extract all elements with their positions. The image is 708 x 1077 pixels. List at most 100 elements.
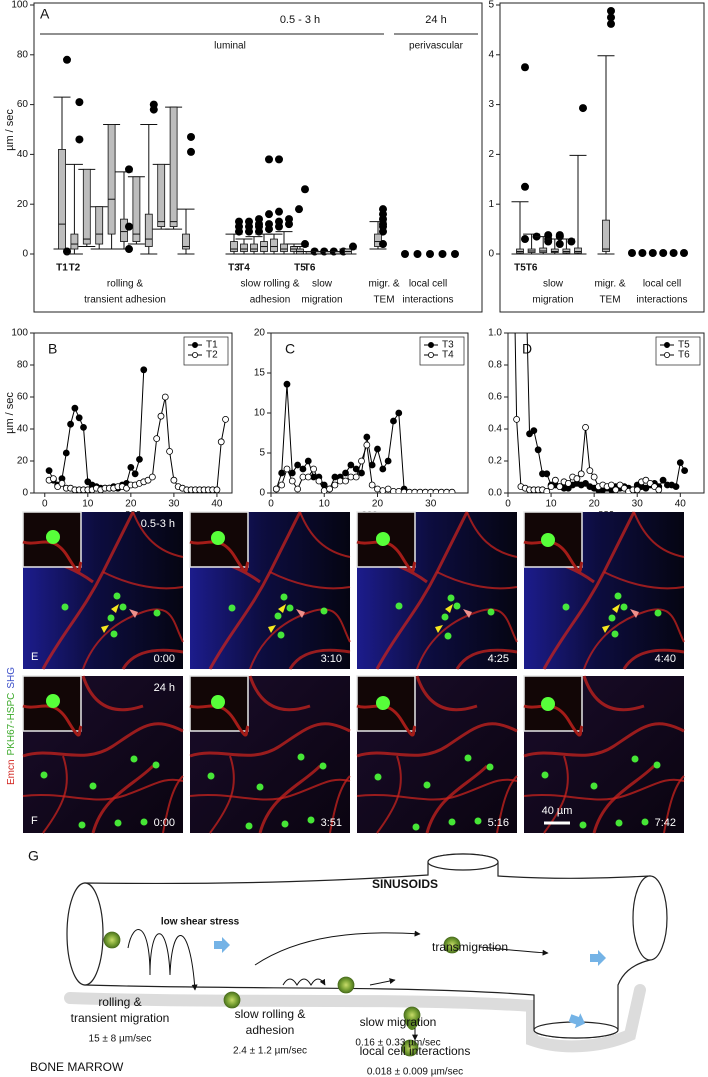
- y-tick-label: 80: [17, 360, 29, 371]
- y-tick-label: 3: [488, 99, 494, 110]
- series-marker: [217, 438, 225, 446]
- y-tick-label: 20: [254, 328, 266, 339]
- series-marker: [148, 473, 156, 481]
- arrowhead-pink: [129, 609, 138, 618]
- cell: [140, 818, 148, 826]
- vessel: [81, 675, 144, 712]
- cell: [620, 603, 628, 611]
- vessel: [603, 571, 685, 590]
- outlier: [75, 135, 84, 144]
- series-marker: [368, 481, 376, 489]
- arrowhead-yellow: [278, 604, 286, 613]
- outlier: [63, 55, 71, 64]
- series-marker: [513, 415, 521, 423]
- outlier: [275, 222, 283, 231]
- x-tick-label: 0: [42, 499, 48, 510]
- cell: [297, 753, 305, 761]
- series-marker: [534, 446, 542, 454]
- plot-area: [513, 333, 689, 493]
- legend-label: T1: [206, 340, 218, 351]
- series-marker: [633, 486, 641, 493]
- inset-vessel: [356, 704, 417, 737]
- series-marker: [213, 486, 221, 493]
- y-tick-label: 0: [488, 249, 494, 260]
- box: [250, 243, 258, 252]
- channel-legend: Emcn PKH67-HSPC SHG: [6, 667, 17, 785]
- arrowhead-pink: [630, 609, 639, 618]
- cell: [614, 592, 622, 600]
- cell: [423, 781, 431, 789]
- series-marker: [127, 463, 135, 471]
- legend-marker: [191, 341, 198, 348]
- series-marker: [161, 393, 169, 401]
- inset-vessel: [356, 540, 417, 573]
- box-label: T4: [238, 263, 250, 274]
- series-marker: [384, 457, 392, 465]
- cell: [653, 761, 661, 769]
- cell: [337, 976, 355, 994]
- plot-frame: [33, 332, 233, 494]
- series-marker: [358, 457, 365, 465]
- rolling-arrow: [127, 929, 198, 991]
- step-name: slow rolling &: [235, 1007, 306, 1021]
- x-tick-label: 20: [589, 499, 601, 510]
- point: [628, 249, 636, 258]
- frame-time: 7:42: [655, 817, 676, 829]
- vessel: [22, 778, 184, 801]
- frame-time: 0:00: [154, 817, 175, 829]
- outlier: [607, 6, 615, 15]
- step-name: slow migration: [360, 1015, 437, 1029]
- panel-label: B: [48, 341, 57, 357]
- cell: [280, 593, 288, 601]
- series-marker: [590, 473, 598, 481]
- vessel: [189, 778, 351, 801]
- box: [574, 247, 582, 254]
- step-name: transient migration: [71, 1011, 170, 1025]
- y-tick-label: 0: [22, 488, 28, 499]
- outlier: [295, 205, 303, 214]
- outlier: [607, 19, 615, 28]
- outlier: [521, 63, 529, 72]
- channel-name: Emcn: [6, 759, 17, 785]
- outlier: [255, 215, 263, 224]
- series-marker: [157, 412, 165, 420]
- outlier: [275, 155, 283, 164]
- arrowhead-yellow: [612, 604, 620, 613]
- vessel-outline: [84, 853, 651, 1039]
- inset-vessel: [523, 540, 584, 573]
- y-tick-label: 0: [259, 488, 265, 499]
- cell: [130, 755, 138, 763]
- flow-arrow: [254, 930, 421, 966]
- point: [638, 249, 647, 258]
- vessel: [455, 648, 518, 670]
- step-speed: 0.018 ± 0.009 µm/sec: [367, 1067, 463, 1077]
- box: [602, 219, 610, 252]
- cell: [464, 754, 472, 762]
- cell: [228, 604, 236, 612]
- inset-vessel: [523, 704, 584, 737]
- group-label: rolling &: [107, 279, 143, 290]
- series-marker: [573, 475, 581, 483]
- series-marker: [49, 475, 57, 483]
- series-marker: [166, 447, 173, 455]
- y-axis-title: µm / sec: [4, 109, 16, 151]
- scale-bar-label: 40 µm: [542, 805, 573, 817]
- cell: [641, 818, 649, 826]
- vessel: [249, 608, 351, 670]
- inset-cell: [211, 531, 225, 545]
- plot-frame: [33, 2, 483, 313]
- series-marker: [283, 380, 291, 388]
- y-tick-label: 0.0: [488, 488, 502, 499]
- vessel-end: [66, 882, 104, 986]
- series-marker: [395, 409, 403, 417]
- tissue-shadow: [64, 984, 646, 1053]
- series-marker: [448, 488, 456, 493]
- box: [240, 243, 248, 252]
- x-tick-label: 0: [505, 499, 511, 510]
- micrograph: 4:40: [523, 511, 685, 670]
- x-tick-label: 0: [268, 499, 274, 510]
- cell: [631, 755, 639, 763]
- cell: [114, 819, 122, 827]
- channel-name: PKH67-HSPC: [6, 693, 17, 756]
